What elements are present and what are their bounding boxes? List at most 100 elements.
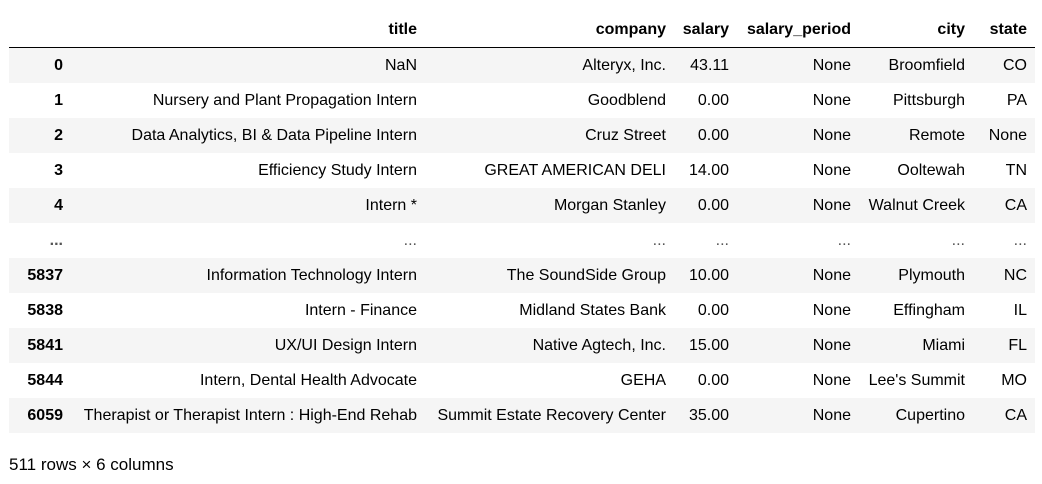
row-index: 2 [54,126,63,144]
cell-salary-period: None [812,56,851,74]
table-row: 4 Intern * Morgan Stanley 0.00 None Walnut Cr… [9,188,1035,223]
dataframe-table: title company salary salary_period city … [9,13,1035,433]
cell-city: Effingham [893,301,965,319]
cell-salary: 0.00 [697,126,729,144]
cell-salary: 14.00 [688,161,729,179]
cell-salary-period: None [812,371,851,389]
cell-company: The SoundSide Group [506,266,666,284]
cell-salary: 0.00 [697,196,729,214]
table-header: title company salary salary_period city … [9,13,1035,48]
row-index: 0 [54,56,63,74]
cell-city: Cupertino [895,406,965,424]
header-salary-period: salary_period [737,13,859,48]
row-index: 5844 [27,371,63,389]
cell-title: Intern - Finance [304,301,417,319]
cell-city: Pittsburgh [892,91,965,109]
cell-title: Intern, Dental Health Advocate [199,371,417,389]
cell-city: ... [951,231,965,249]
header-title: title [71,13,425,48]
row-index: 5837 [27,266,63,284]
cell-salary-period: None [812,126,851,144]
cell-state: FL [1008,336,1027,354]
table-body: 0 NaN Alteryx, Inc. 43.11 None Broomfield CO 1 N… [9,47,1035,433]
cell-company: GEHA [620,371,666,389]
row-index: 5841 [27,336,63,354]
cell-title: UX/UI Design Intern [274,336,417,354]
cell-city: Walnut Creek [868,196,965,214]
cell-state: MO [1001,371,1027,389]
cell-salary: 0.00 [697,371,729,389]
cell-title: Intern * [365,196,417,214]
cell-salary: 0.00 [697,91,729,109]
dataframe-shape-summary: 511 rows × 6 columns [9,455,174,474]
cell-company: GREAT AMERICAN DELI [484,161,666,179]
cell-salary-period: None [812,91,851,109]
table-row: 5838 Intern - Finance Midland States Bank 0… [9,293,1035,328]
cell-company: Native Agtech, Inc. [532,336,666,354]
cell-title: Information Technology Intern [206,266,418,284]
cell-state: PA [1006,91,1027,109]
cell-city: Broomfield [888,56,965,74]
cell-title: Nursery and Plant Propagation Intern [152,91,417,109]
cell-salary: 15.00 [688,336,729,354]
cell-state: IL [1013,301,1027,319]
cell-salary: ... [715,231,729,249]
cell-state: NC [1003,266,1027,284]
cell-salary-period: None [812,196,851,214]
header-salary: salary [674,13,737,48]
cell-city: Miami [922,336,965,354]
cell-state: TN [1005,161,1027,179]
cell-salary-period: None [812,406,851,424]
header-company: company [425,13,674,48]
cell-salary-period: ... [837,231,851,249]
cell-title: Efficiency Study Intern [258,161,417,179]
cell-state: ... [1013,231,1027,249]
cell-company: Cruz Street [585,126,666,144]
cell-title: NaN [384,56,417,74]
cell-state: CA [1004,406,1027,424]
cell-company: Summit Estate Recovery Center [437,406,666,424]
cell-title: Therapist or Therapist Intern : High-End… [83,406,417,424]
row-index: 3 [54,161,63,179]
header-index [9,13,71,48]
cell-salary-period: None [812,266,851,284]
cell-state: CO [1003,56,1027,74]
row-index: 6059 [27,406,63,424]
row-index: 4 [54,196,63,214]
cell-company: ... [652,231,666,249]
cell-salary: 43.11 [690,56,729,74]
table-row: 6059 Therapist or Therapist Intern : High… [9,398,1035,433]
cell-city: Ooltewah [897,161,965,179]
row-index: ... [49,231,63,249]
cell-salary-period: None [812,161,851,179]
row-index: 5838 [27,301,63,319]
cell-salary-period: None [812,336,851,354]
table-row: 5837 Information Technology Intern The Sou… [9,258,1035,293]
ellipsis-row: ..................... [9,223,1035,258]
dataframe-output: title company salary salary_period city … [9,13,1035,433]
cell-salary: 35.00 [688,406,729,424]
table-row: 2 Data Analytics, BI & Data Pipeline Inte… [9,118,1035,153]
cell-state: None [988,126,1027,144]
cell-city: Lee's Summit [868,371,965,389]
cell-salary-period: None [812,301,851,319]
table-row: 1 Nursery and Plant Propagation Intern Goo… [9,83,1035,118]
cell-title: Data Analytics, BI & Data Pipeline Inter… [131,126,417,144]
cell-company: Midland States Bank [519,301,666,319]
header-city: city [859,13,973,48]
cell-company: Goodblend [587,91,666,109]
row-index: 1 [54,91,63,109]
cell-company: Alteryx, Inc. [582,56,666,74]
table-row: 5841 UX/UI Design Intern Native Agtech, In… [9,328,1035,363]
header-row: title company salary salary_period city … [9,13,1035,48]
cell-salary: 0.00 [697,301,729,319]
cell-city: Plymouth [898,266,965,284]
cell-salary: 10.00 [688,266,729,284]
header-state: state [973,13,1035,48]
table-row: 0 NaN Alteryx, Inc. 43.11 None Broomfield CO [9,47,1035,83]
cell-city: Remote [908,126,965,144]
cell-company: Morgan Stanley [553,196,666,214]
table-row: 5844 Intern, Dental Health Advocate GEHA 0.… [9,363,1035,398]
cell-title: ... [403,231,417,249]
table-row: 3 Efficiency Study Intern GREAT AMERICAN D… [9,153,1035,188]
